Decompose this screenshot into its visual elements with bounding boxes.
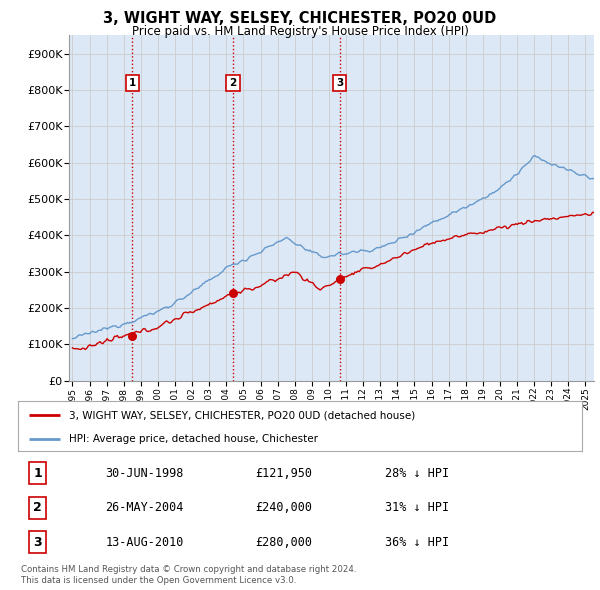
Text: 31% ↓ HPI: 31% ↓ HPI xyxy=(385,501,449,514)
Text: £280,000: £280,000 xyxy=(255,536,312,549)
Text: 1: 1 xyxy=(128,78,136,88)
Point xyxy=(335,274,344,284)
Text: Contains HM Land Registry data © Crown copyright and database right 2024.
This d: Contains HM Land Registry data © Crown c… xyxy=(21,565,356,585)
Text: 36% ↓ HPI: 36% ↓ HPI xyxy=(385,536,449,549)
Text: 3, WIGHT WAY, SELSEY, CHICHESTER, PO20 0UD (detached house): 3, WIGHT WAY, SELSEY, CHICHESTER, PO20 0… xyxy=(69,410,415,420)
Text: £240,000: £240,000 xyxy=(255,501,312,514)
Text: 2: 2 xyxy=(34,501,42,514)
Text: 3: 3 xyxy=(34,536,42,549)
Text: 28% ↓ HPI: 28% ↓ HPI xyxy=(385,467,449,480)
Text: HPI: Average price, detached house, Chichester: HPI: Average price, detached house, Chic… xyxy=(69,434,318,444)
Text: 13-AUG-2010: 13-AUG-2010 xyxy=(106,536,184,549)
Text: £121,950: £121,950 xyxy=(255,467,312,480)
Text: 26-MAY-2004: 26-MAY-2004 xyxy=(106,501,184,514)
Point xyxy=(229,289,238,298)
Text: Price paid vs. HM Land Registry's House Price Index (HPI): Price paid vs. HM Land Registry's House … xyxy=(131,25,469,38)
Text: 3: 3 xyxy=(336,78,343,88)
Text: 1: 1 xyxy=(34,467,42,480)
Text: 3, WIGHT WAY, SELSEY, CHICHESTER, PO20 0UD: 3, WIGHT WAY, SELSEY, CHICHESTER, PO20 0… xyxy=(103,11,497,25)
Point xyxy=(127,332,137,341)
Text: 30-JUN-1998: 30-JUN-1998 xyxy=(106,467,184,480)
Text: 2: 2 xyxy=(230,78,237,88)
